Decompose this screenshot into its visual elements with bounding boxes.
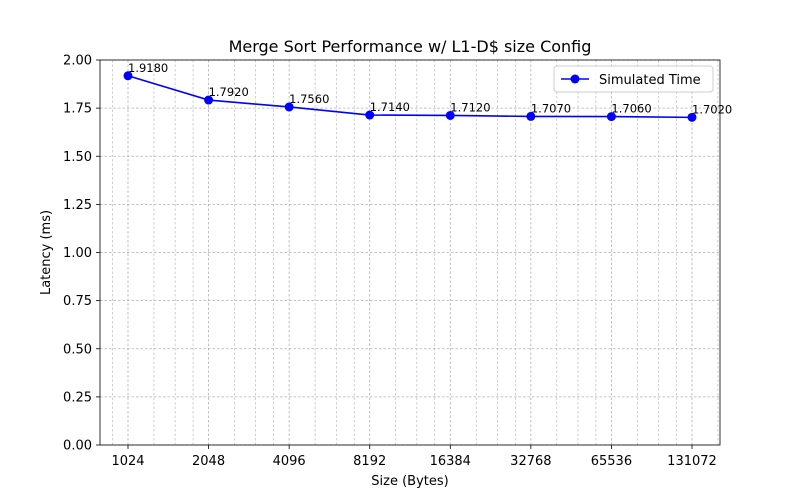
x-tick-label: 8192 [353, 454, 386, 469]
axes: 1024 2048 4096 8192 16384 32768 65536 131072 0.0… [63, 54, 717, 470]
series-line [127, 75, 693, 119]
data-label: 1.7560 [289, 92, 329, 106]
legend-marker [570, 74, 580, 84]
y-tick-label: 0.00 [63, 439, 92, 454]
legend: Simulated Time [553, 65, 714, 93]
y-tick-label: 1.25 [63, 198, 92, 213]
legend-box [553, 65, 714, 93]
data-label: 1.7140 [370, 100, 410, 114]
x-tick-label: 32768 [510, 454, 551, 469]
plot-frame [99, 59, 721, 446]
y-tick-label: 0.50 [63, 342, 92, 357]
data-label: 1.7070 [531, 101, 571, 115]
data-label: 1.7920 [209, 85, 249, 99]
y-tick-label: 1.75 [63, 102, 92, 117]
y-tick-label: 1.00 [63, 246, 92, 261]
x-tick-label: 4096 [273, 454, 306, 469]
data-point [445, 110, 455, 120]
x-tick-label: 131072 [667, 454, 717, 469]
grid [100, 59, 720, 446]
y-tick-label: 0.25 [63, 390, 92, 405]
y-tick-label: 1.50 [63, 150, 92, 165]
x-tick-label: 2048 [192, 454, 225, 469]
x-axis-label: Size (Bytes) [371, 474, 448, 489]
data-label: 1.7020 [692, 102, 732, 116]
x-tick-label: 16384 [430, 454, 471, 469]
data-label: 1.7060 [611, 102, 651, 116]
data-label: 1.7120 [450, 100, 490, 114]
data-point [284, 102, 294, 112]
y-tick-label: 0.75 [63, 294, 92, 309]
data-point [606, 112, 616, 122]
data-point [687, 112, 697, 122]
data-point [123, 71, 133, 81]
x-tick-label: 1024 [111, 454, 144, 469]
y-axis-label: Latency (ms) [39, 210, 54, 295]
chart-title: Merge Sort Performance w/ L1-D$ size Con… [229, 37, 592, 56]
data-point [526, 111, 536, 121]
x-tick-label: 65536 [591, 454, 632, 469]
data-point [365, 110, 375, 120]
data-point [204, 95, 214, 105]
y-tick-label: 2.00 [63, 54, 92, 69]
legend-label: Simulated Time [599, 73, 701, 88]
data-label: 1.9180 [128, 61, 168, 75]
series-layer: 1.9180 1.7920 1.7560 1.7140 1.7120 1.7070 1.70… [123, 61, 732, 122]
